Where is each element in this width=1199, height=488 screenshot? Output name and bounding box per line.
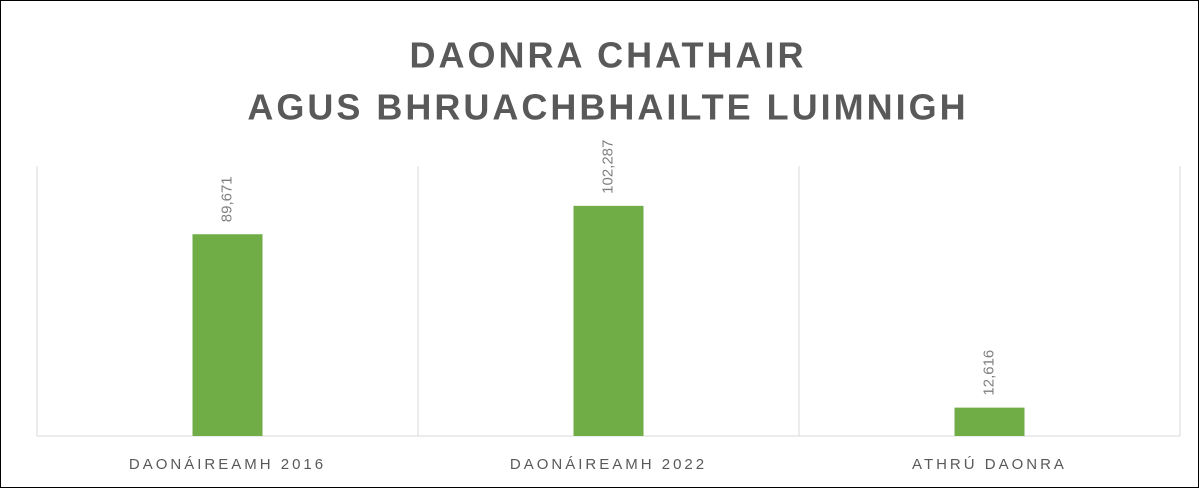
x-tick-label: DAONÁIREAMH 2022 xyxy=(510,456,707,473)
data-label: 102,287 xyxy=(599,140,616,194)
chart-title: AGUS BHRUACHBHAILTE LUIMNIGH xyxy=(247,87,968,128)
x-tick-label: DAONÁIREAMH 2016 xyxy=(129,456,326,473)
bar xyxy=(573,205,644,436)
bar xyxy=(192,234,263,436)
chart-title: DAONRA CHATHAIR xyxy=(410,35,807,76)
x-tick-label: ATHRÚ DAONRA xyxy=(912,456,1067,473)
bar xyxy=(954,407,1025,436)
data-label: 89,671 xyxy=(218,176,235,222)
data-label: 12,616 xyxy=(980,350,997,396)
